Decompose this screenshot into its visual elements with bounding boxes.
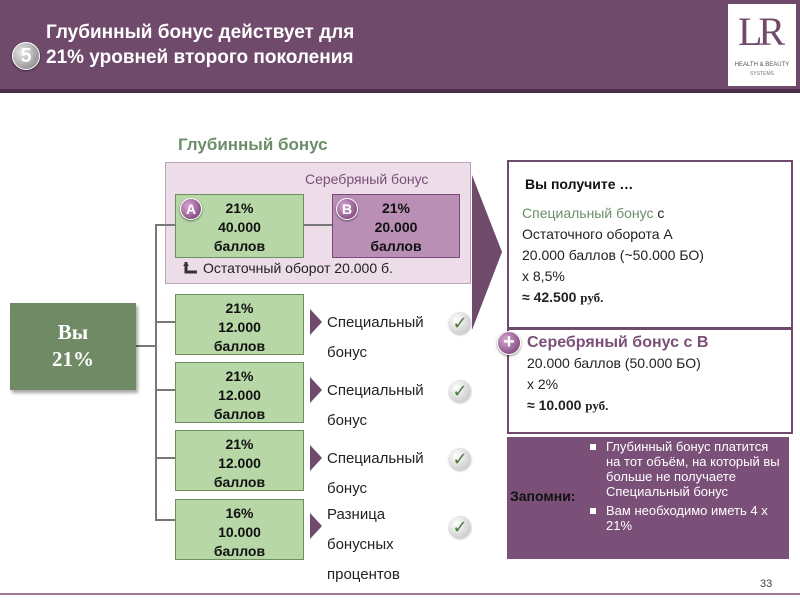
- special-line-2: Остаточного оборота А: [522, 226, 673, 242]
- level-box-1: 21% 12.000 баллов: [175, 294, 304, 355]
- check-icon: ✓: [449, 448, 471, 470]
- row-4-label-line2: бонусных: [327, 536, 394, 553]
- connector-a-b: [302, 224, 332, 226]
- level-3-percent: 21%: [225, 436, 254, 452]
- special-line-3: 20.000 баллов (~50.000 БО): [522, 247, 704, 263]
- check-icon: ✓: [449, 312, 471, 334]
- row-1-label-line2: бонус: [327, 344, 368, 361]
- bracket-icon: [310, 377, 322, 403]
- connector-row-1: [155, 321, 175, 323]
- row-3-label: Специальный бонус: [327, 444, 424, 504]
- result-panel: [507, 160, 793, 434]
- box-a-unit: баллов: [213, 238, 266, 254]
- plus-icon: +: [497, 331, 521, 355]
- silver-line-3: х 2%: [527, 376, 559, 392]
- footer-line: [0, 593, 800, 595]
- box-a: 21% 40.000 баллов: [175, 194, 304, 258]
- silver-bonus-title: Серебряный бонус с В: [527, 334, 709, 351]
- box-b-percent: 21%: [381, 200, 411, 216]
- bracket-icon: [310, 513, 322, 539]
- silver-bonus-section: Серебряный бонус с В 20.000 баллов (50.0…: [527, 332, 708, 416]
- residual-turnover-text: Остаточный оборот 20.000 б.: [203, 260, 393, 276]
- you-box: Вы 21%: [10, 303, 136, 390]
- check-icon: ✓: [449, 380, 471, 402]
- row-4-label-line3: процентов: [327, 566, 400, 583]
- row-2-label-line1: Специальный: [327, 382, 424, 399]
- box-a-points: 40.000: [218, 219, 261, 235]
- step-number-badge: 5: [12, 42, 40, 70]
- slide-title: Глубинный бонус действует для 21% уровне…: [46, 20, 354, 70]
- silver-currency: руб.: [585, 398, 609, 413]
- row-1-label-line1: Специальный: [327, 314, 424, 331]
- title-line-2: 21% уровней второго поколения: [46, 47, 354, 68]
- silver-line-2: 20.000 баллов (50.000 БО): [527, 355, 701, 371]
- box-a-percent: 21%: [225, 200, 254, 216]
- badge-a: A: [180, 198, 202, 220]
- remember-item: Вам необходимо иметь 4 х 21%: [590, 503, 785, 533]
- connector-row-4: [155, 519, 175, 521]
- connector-you-horizontal: [136, 345, 156, 347]
- special-line-4: х 8,5%: [522, 268, 565, 284]
- page-number: 33: [760, 578, 773, 590]
- chevron-right-icon: [472, 175, 502, 330]
- bracket-icon: [310, 445, 322, 471]
- special-bonus-title: Специальный бонус: [522, 205, 654, 221]
- level-box-3: 21% 12.000 баллов: [175, 430, 304, 491]
- row-1-label: Специальный бонус: [327, 308, 424, 368]
- level-4-percent: 16%: [225, 505, 254, 521]
- row-4-label: Разница бонусных процентов: [327, 500, 400, 590]
- remember-label: Запомни:: [510, 488, 576, 504]
- level-3-points: 12.000: [218, 455, 261, 471]
- you-label: Вы: [57, 320, 89, 344]
- title-line-1: Глубинный бонус действует для: [46, 22, 355, 43]
- logo-tagline: HEALTH & BEAUTY: [734, 62, 790, 68]
- remember-panel: [507, 437, 789, 559]
- remember-list: Глубинный бонус платится на тот объём, н…: [590, 439, 785, 537]
- check-icon: ✓: [449, 516, 471, 538]
- row-2-label: Специальный бонус: [327, 376, 424, 436]
- silver-bonus-label: Серебряный бонус: [305, 171, 429, 187]
- box-b-unit: баллов: [370, 238, 422, 254]
- level-1-unit: баллов: [213, 338, 266, 354]
- level-3-unit: баллов: [213, 474, 266, 490]
- section-title: Глубинный бонус: [178, 135, 328, 154]
- special-bonus-title-suffix: с: [653, 205, 665, 221]
- you-percent: 21%: [52, 347, 94, 371]
- result-separator: [507, 327, 791, 330]
- logo-subline: SYSTEMS: [750, 71, 774, 77]
- silver-total: ≈ 10.000: [527, 397, 582, 413]
- special-bonus-section: Специальный бонус с Остаточного оборота …: [522, 203, 704, 308]
- residual-turnover: Остаточный оборот 20.000 б.: [183, 260, 393, 276]
- row-3-label-line1: Специальный: [327, 450, 424, 467]
- logo-letters: LR: [738, 9, 785, 54]
- box-b-points: 20.000: [374, 219, 418, 235]
- level-4-unit: баллов: [213, 543, 266, 559]
- connector-row-2: [155, 389, 175, 391]
- result-title: Вы получите …: [525, 176, 634, 192]
- level-2-points: 12.000: [218, 387, 261, 403]
- row-2-label-line2: бонус: [327, 412, 368, 429]
- level-box-4: 16% 10.000 баллов: [175, 499, 304, 560]
- remember-item: Глубинный бонус платится на тот объём, н…: [590, 439, 785, 499]
- level-1-points: 12.000: [218, 319, 261, 335]
- level-box-2: 21% 12.000 баллов: [175, 362, 304, 423]
- special-total: ≈ 42.500: [522, 289, 577, 305]
- lr-logo: LR HEALTH & BEAUTY SYSTEMS: [728, 4, 796, 86]
- return-arrow-icon: [183, 262, 199, 276]
- level-2-percent: 21%: [225, 368, 254, 384]
- row-4-label-line1: Разница: [327, 506, 386, 523]
- bracket-icon: [310, 309, 322, 335]
- level-1-percent: 21%: [225, 300, 254, 316]
- connector-row-3: [155, 457, 175, 459]
- connector-a: [155, 224, 175, 226]
- header-banner: [0, 0, 800, 92]
- connector-trunk: [155, 224, 157, 520]
- row-3-label-line2: бонус: [327, 480, 368, 497]
- level-4-points: 10.000: [218, 524, 261, 540]
- special-currency: руб.: [580, 290, 604, 305]
- level-2-unit: баллов: [213, 406, 266, 422]
- badge-b: B: [336, 198, 358, 220]
- header-divider: [0, 89, 800, 93]
